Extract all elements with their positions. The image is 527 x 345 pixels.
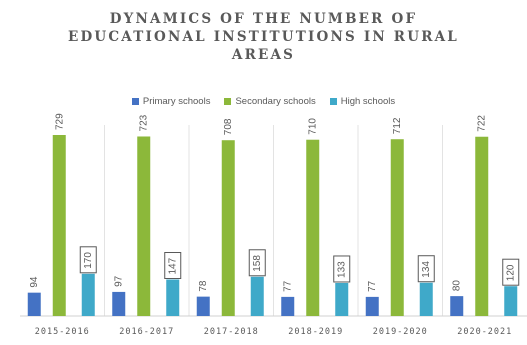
data-label-box bbox=[502, 258, 520, 286]
chart-title-line-3: AREAS bbox=[231, 47, 296, 63]
bar-secondary bbox=[306, 139, 320, 316]
bar-primary bbox=[365, 296, 379, 316]
x-tick-label: 2020-2021 bbox=[457, 327, 512, 337]
bar-secondary bbox=[137, 136, 151, 316]
data-label: 722 bbox=[477, 115, 488, 132]
legend-label-primary: Primary schools bbox=[142, 96, 211, 107]
x-tick-label: 2019-2020 bbox=[373, 327, 428, 337]
data-label: 170 bbox=[83, 252, 94, 269]
bar-primary bbox=[281, 296, 295, 316]
data-label: 77 bbox=[283, 280, 294, 292]
data-label: 77 bbox=[367, 280, 378, 292]
bar-secondary bbox=[475, 136, 489, 316]
bar-primary bbox=[27, 292, 41, 316]
data-label: 134 bbox=[421, 261, 432, 278]
data-label: 708 bbox=[223, 118, 234, 135]
bar-secondary bbox=[52, 135, 66, 316]
x-tick-label: 2016-2017 bbox=[119, 327, 174, 337]
bar-high bbox=[419, 282, 433, 316]
data-label: 723 bbox=[139, 114, 150, 131]
bar-high bbox=[250, 276, 264, 316]
bar-primary bbox=[112, 291, 126, 316]
x-tick-label: 2017-2018 bbox=[204, 327, 259, 337]
legend: Primary schools Secondary schools High s… bbox=[0, 96, 527, 107]
x-tick-label: 2018-2019 bbox=[288, 327, 343, 337]
chart-title: DYNAMICS OF THE NUMBER OF EDUCATIONAL IN… bbox=[0, 10, 527, 64]
bar-primary bbox=[196, 296, 210, 316]
x-tick-label: 2015-2016 bbox=[35, 327, 90, 337]
bar-secondary bbox=[221, 140, 235, 316]
data-label: 94 bbox=[29, 276, 40, 288]
data-label: 710 bbox=[308, 118, 319, 135]
chart-title-line-1: DYNAMICS OF THE NUMBER OF bbox=[109, 11, 418, 27]
data-label: 729 bbox=[54, 113, 65, 130]
legend-item-high: High schools bbox=[329, 96, 396, 107]
data-label: 78 bbox=[198, 280, 209, 292]
legend-item-primary: Primary schools bbox=[131, 96, 211, 107]
data-label: 97 bbox=[114, 275, 125, 287]
legend-item-secondary: Secondary schools bbox=[224, 96, 316, 107]
bar-secondary bbox=[390, 139, 404, 316]
bar-high bbox=[81, 273, 95, 316]
bar-high bbox=[335, 282, 349, 316]
data-label: 147 bbox=[168, 257, 179, 274]
legend-swatch-secondary bbox=[224, 98, 232, 105]
bar-high bbox=[166, 279, 180, 316]
legend-swatch-high bbox=[329, 98, 337, 105]
data-label: 712 bbox=[392, 117, 403, 134]
data-label-box bbox=[164, 252, 182, 280]
legend-label-secondary: Secondary schools bbox=[235, 96, 316, 107]
chart-title-line-2: EDUCATIONAL INSTITUTIONS IN RURAL bbox=[67, 29, 459, 45]
legend-label-high: High schools bbox=[340, 96, 396, 107]
data-label: 120 bbox=[506, 264, 517, 281]
data-label: 80 bbox=[452, 280, 463, 292]
data-label-box bbox=[333, 255, 351, 283]
data-label-box bbox=[79, 246, 97, 274]
data-label: 158 bbox=[252, 255, 263, 272]
bar-high bbox=[504, 286, 518, 316]
legend-swatch-primary bbox=[131, 98, 139, 105]
data-label-box bbox=[417, 255, 435, 283]
data-label-box bbox=[248, 249, 266, 277]
bar-primary bbox=[450, 296, 464, 316]
data-label: 133 bbox=[337, 261, 348, 278]
